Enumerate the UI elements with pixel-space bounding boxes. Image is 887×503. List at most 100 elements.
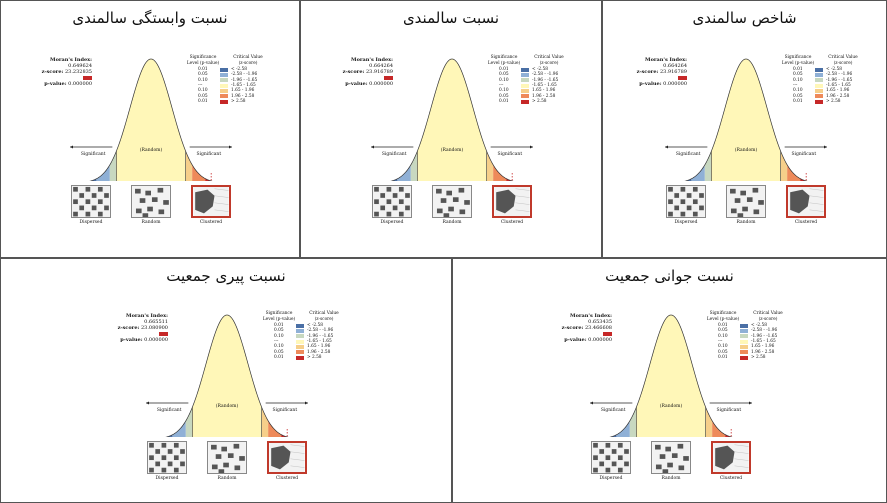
significant-arrow-left-head — [70, 145, 73, 149]
legend-swatch — [220, 67, 228, 72]
legend-zscore: -1.96 - -1.65 — [532, 77, 559, 83]
map-clustered — [267, 441, 307, 474]
legend-swatch — [296, 350, 304, 355]
legend-zscore: -1.65 - 1.65 — [751, 338, 776, 344]
map-pattern-dispersed — [72, 186, 110, 217]
panel-title: نسبت جوانی جمعیت — [605, 267, 734, 285]
region-z-165-196 — [486, 151, 494, 181]
panel-title: نسبت وابستگی سالمندی — [72, 9, 228, 27]
zscore-value: 23.466608 — [584, 325, 612, 331]
zscore-value: 23.916789 — [365, 69, 393, 75]
map-clustered — [492, 185, 532, 218]
map-dispersed — [147, 441, 187, 474]
sig-level-header: Significance Level (p-value) — [262, 311, 296, 322]
map-pattern-dispersed — [592, 442, 630, 473]
normal-curve: Significant Significant (Random) — [590, 314, 752, 437]
legend-pvalue: 0.01 — [198, 98, 208, 104]
legend-pvalue: 0.01 — [793, 98, 803, 104]
map-random — [207, 441, 247, 474]
normal-curve: Significant Significant (Random) — [371, 58, 533, 181]
significant-label-left: Significant — [601, 407, 626, 413]
significant-label-left: Significant — [382, 151, 407, 157]
legend-swatch — [815, 67, 823, 72]
legend-pvalue: 0.05 — [274, 328, 284, 334]
map-random — [651, 441, 691, 474]
significant-label-right: Significant — [272, 407, 297, 413]
moran-value: 0.649624 — [68, 63, 92, 69]
region-random — [116, 59, 186, 181]
sig-level-header: Significance Level (p-value) — [487, 55, 521, 66]
legend-zscore: -1.96 - -1.65 — [307, 333, 334, 339]
map-pattern-random — [433, 186, 471, 218]
legend-zscore: < -2.58 — [751, 323, 767, 328]
moran-label: Moran's Index: — [351, 57, 393, 63]
legend-zscore: > 2.58 — [307, 354, 322, 360]
curve-outline — [609, 314, 733, 437]
curve-outline — [390, 58, 514, 181]
legend-zscore: 1.65 - 1.96 — [231, 88, 255, 94]
curve-outline — [165, 314, 289, 437]
significance-legend: Significance Level (p-value) Critical Val… — [779, 55, 861, 115]
legend-swatch — [296, 334, 304, 339]
legend-pvalue: 0.05 — [499, 72, 509, 78]
pvalue-label: p-value: — [44, 81, 67, 87]
legend-pvalue: 0.05 — [198, 72, 208, 78]
region-z-lt-2-58 — [166, 434, 173, 437]
legend-pvalue: 0.10 — [499, 77, 509, 83]
legend-swatch — [521, 89, 529, 93]
zscore-value: 23.232835 — [64, 69, 92, 75]
moran-label: Moran's Index: — [126, 313, 168, 319]
curve-outline — [684, 58, 808, 181]
region-z-196-258 — [268, 420, 282, 437]
legend-swatch — [740, 329, 748, 334]
region-z-165-196 — [185, 151, 193, 181]
normal-curve: Significant Significant (Random) — [665, 58, 827, 181]
map-dispersed — [372, 185, 412, 218]
map-label-random: Random — [661, 476, 681, 481]
significant-label-right: Significant — [196, 151, 221, 157]
critical-value-header: Critical Value (z-score) — [309, 311, 339, 322]
legend-swatch — [220, 73, 228, 78]
region-z-196-165 — [185, 407, 193, 437]
legend-pvalue: 0.10 — [274, 333, 284, 339]
legend-swatch — [815, 83, 823, 88]
pvalue-label: p-value: — [639, 81, 662, 87]
significant-arrow-right-head — [530, 145, 533, 149]
map-label-random: Random — [442, 220, 462, 225]
normal-curve: Significant Significant (Random) — [70, 58, 232, 181]
moran-stats: Moran's Index: 0.653435 z-score: 23.46660… — [552, 313, 612, 343]
significant-arrow-left-head — [371, 145, 374, 149]
random-label: (Random) — [735, 146, 758, 153]
zscore-value: 23.916789 — [659, 69, 687, 75]
map-label-dispersed: Dispersed — [599, 476, 623, 481]
map-label-dispersed: Dispersed — [674, 220, 698, 225]
zscore-label: z-score: — [41, 69, 64, 75]
map-dispersed — [666, 185, 706, 218]
moran-value: 0.664264 — [369, 63, 393, 69]
legend-zscore: -2.58 - -1.96 — [751, 328, 778, 334]
significant-label-left: Significant — [157, 407, 182, 413]
legend-swatch — [740, 339, 748, 344]
map-pattern-dispersed — [667, 186, 705, 217]
significant-arrow-right-head — [229, 145, 232, 149]
panel-title: شاخص سالمندی — [692, 9, 797, 27]
legend-zscore: > 2.58 — [231, 98, 246, 104]
region-z-gt-2-58 — [281, 434, 288, 437]
legend-pvalue: --- — [793, 82, 798, 88]
region-z-258-196 — [691, 164, 705, 181]
moran-label: Moran's Index: — [50, 57, 92, 63]
legend-pvalue: 0.05 — [718, 349, 728, 355]
moran-value: 0.653435 — [588, 319, 612, 325]
legend-swatch — [521, 73, 529, 78]
map-pattern-random — [727, 186, 765, 218]
legend-pvalue: 0.05 — [718, 328, 728, 334]
legend-zscore: < -2.58 — [826, 67, 842, 72]
region-z-196-165 — [410, 151, 418, 181]
significant-label-right: Significant — [497, 151, 522, 157]
legend-zscore: 1.65 - 1.96 — [532, 88, 556, 94]
significant-arrow-right-head — [824, 145, 827, 149]
region-z-196-258 — [192, 164, 206, 181]
normal-curve: Significant Significant (Random) — [146, 314, 308, 437]
legend-swatch — [220, 89, 228, 93]
legend-zscore: 1.65 - 1.96 — [307, 344, 331, 350]
